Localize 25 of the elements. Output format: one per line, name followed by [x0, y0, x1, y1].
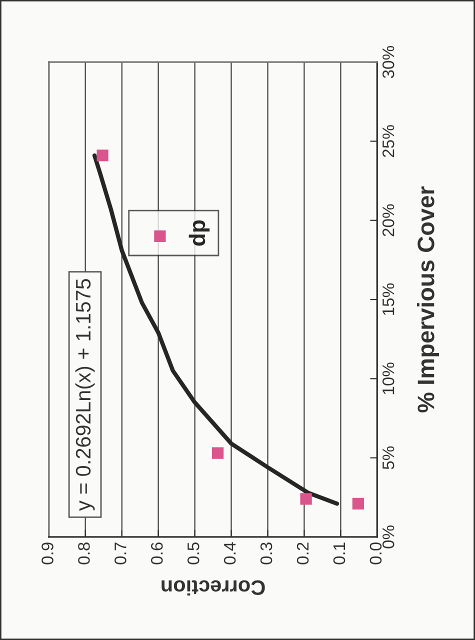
x-tick-label: 0.9 [42, 542, 54, 564]
x-tick-label: 0.8 [78, 542, 90, 564]
x-tick-label: 0.2 [296, 542, 309, 564]
y-tick-label: 10% [382, 362, 394, 394]
y-tick-label: 20% [382, 204, 394, 236]
y-tick-label: 15% [382, 283, 394, 315]
y-tick-label: 5% [382, 446, 394, 470]
x-tick-label: 0.5 [187, 542, 200, 564]
x-tick-label: 0.0 [370, 542, 382, 564]
x-tick-label: 0.6 [151, 542, 163, 564]
x-tick-label: 0.1 [333, 542, 346, 564]
x-tick-label: 0.7 [114, 542, 126, 564]
y-tick-label: 25% [382, 125, 394, 158]
point [96, 150, 108, 162]
y-axis-title: % Impervious Cover [416, 186, 439, 412]
y-tick-label: 30% [382, 46, 394, 78]
x-axis-title: Correction [162, 580, 265, 596]
x-tick-label: 0.3 [260, 542, 272, 564]
y-tick-label: 0% [382, 526, 394, 548]
legend-label: dp [188, 220, 210, 246]
point [352, 498, 364, 510]
x-tick-label: 0.4 [224, 542, 236, 564]
annotation: y = 0.2692Ln(x) + 1.1575 [75, 278, 95, 511]
point [300, 493, 312, 505]
point [212, 447, 224, 459]
